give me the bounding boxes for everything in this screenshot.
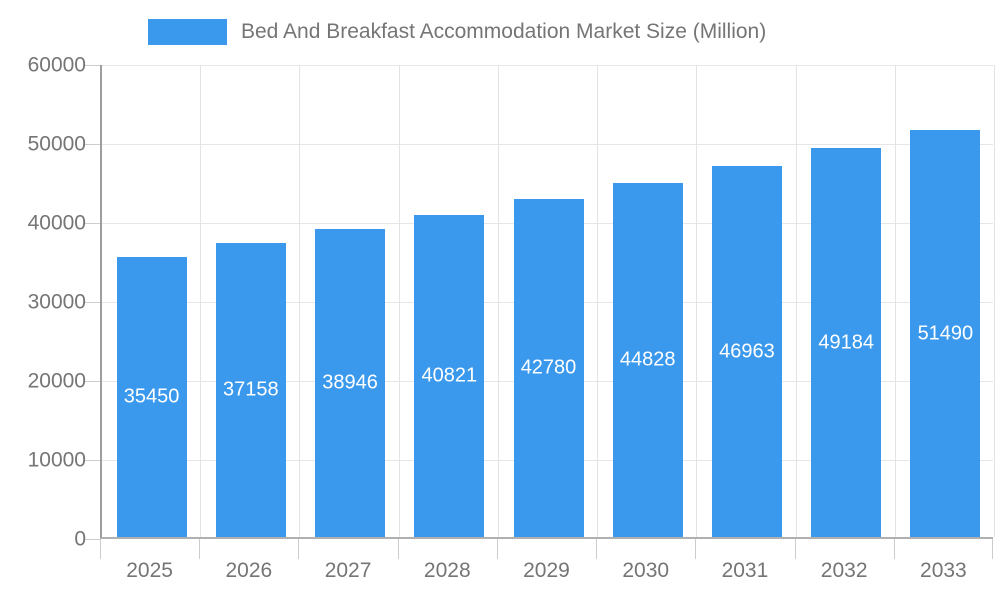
x-axis-tick-label: 2025: [126, 559, 173, 582]
bar-value-label: 35450: [123, 385, 180, 408]
x-axis-tick-label: 2029: [523, 559, 570, 582]
bar-value-label: 40821: [421, 364, 478, 387]
bar-value-label: 46963: [719, 340, 775, 362]
v-gridline: [497, 65, 499, 537]
y-axis-tick-label: 10000: [27, 448, 86, 472]
y-axis-tick-mark: [85, 539, 100, 540]
bar-value-label: 38946: [322, 371, 378, 394]
x-axis-tick-label: 2028: [423, 559, 471, 582]
bar-2025: 35450: [116, 256, 187, 537]
x-axis-tick-mark: [496, 539, 498, 559]
x-axis-tick-mark: [397, 539, 399, 559]
y-axis-tick-mark: [85, 302, 100, 303]
bar-2030: 44828: [612, 182, 683, 537]
v-gridline: [696, 65, 698, 537]
chart-title: Bed And Breakfast Accommodation Market S…: [241, 20, 767, 43]
x-axis-tick-label: 2026: [225, 559, 273, 582]
y-axis-tick-label: 60000: [27, 53, 86, 77]
bar-2032: 49184: [811, 148, 882, 537]
bar-value-label: 37158: [223, 378, 279, 401]
v-gridline: [795, 65, 797, 537]
h-gridline: [102, 65, 993, 66]
v-gridline: [398, 65, 400, 537]
bar-2026: 37158: [215, 243, 286, 537]
bar-2029: 42780: [513, 199, 584, 537]
x-axis-tick-mark: [100, 539, 101, 559]
chart-legend: Bed And Breakfast Accommodation Market S…: [148, 18, 766, 46]
legend-swatch-icon: [148, 19, 227, 45]
y-axis-tick-label: 40000: [27, 211, 86, 235]
bar-value-label: 49184: [818, 331, 874, 354]
x-axis-tick-label: 2032: [820, 559, 868, 582]
bar-2027: 38946: [315, 229, 386, 537]
x-axis-tick-mark: [992, 539, 993, 559]
bar-2028: 40821: [414, 214, 485, 537]
y-axis-tick-label: 50000: [27, 132, 86, 156]
x-axis-tick-mark: [199, 539, 201, 559]
y-axis-tick-label: 20000: [27, 369, 86, 393]
bar-value-label: 51490: [917, 322, 974, 345]
y-axis-tick-mark: [85, 144, 100, 145]
x-axis-tick-label: 2031: [721, 559, 769, 582]
h-gridline: [102, 144, 993, 145]
x-axis-tick-mark: [298, 539, 300, 559]
y-axis-tick-mark: [85, 65, 100, 66]
bar-value-label: 42780: [520, 356, 577, 379]
y-axis-tick-label: 0: [74, 527, 86, 551]
y-axis-tick-mark: [85, 381, 100, 382]
v-gridline: [299, 65, 301, 537]
x-axis-tick-mark: [596, 539, 598, 559]
y-axis-tick-mark: [85, 460, 100, 461]
v-gridline: [200, 65, 202, 537]
bar-value-label: 44828: [619, 348, 676, 371]
v-gridline: [894, 65, 896, 537]
x-axis-tick-mark: [695, 539, 697, 559]
v-gridline: [597, 65, 599, 537]
y-axis-tick-label: 30000: [27, 290, 86, 314]
x-axis-tick-mark: [794, 539, 796, 559]
x-axis-tick-label: 2033: [920, 559, 967, 582]
x-axis-tick-mark: [893, 539, 895, 559]
bar-2031: 46963: [711, 166, 782, 537]
x-axis-tick-label: 2027: [324, 559, 372, 582]
v-gridline: [994, 65, 995, 537]
bar-2033: 51490: [910, 130, 981, 537]
y-axis-tick-mark: [85, 223, 100, 224]
plot-area: 35450 37158 38946 40821 42780 44828 46963 49184…: [100, 65, 995, 539]
x-axis-tick-label: 2030: [622, 559, 670, 582]
